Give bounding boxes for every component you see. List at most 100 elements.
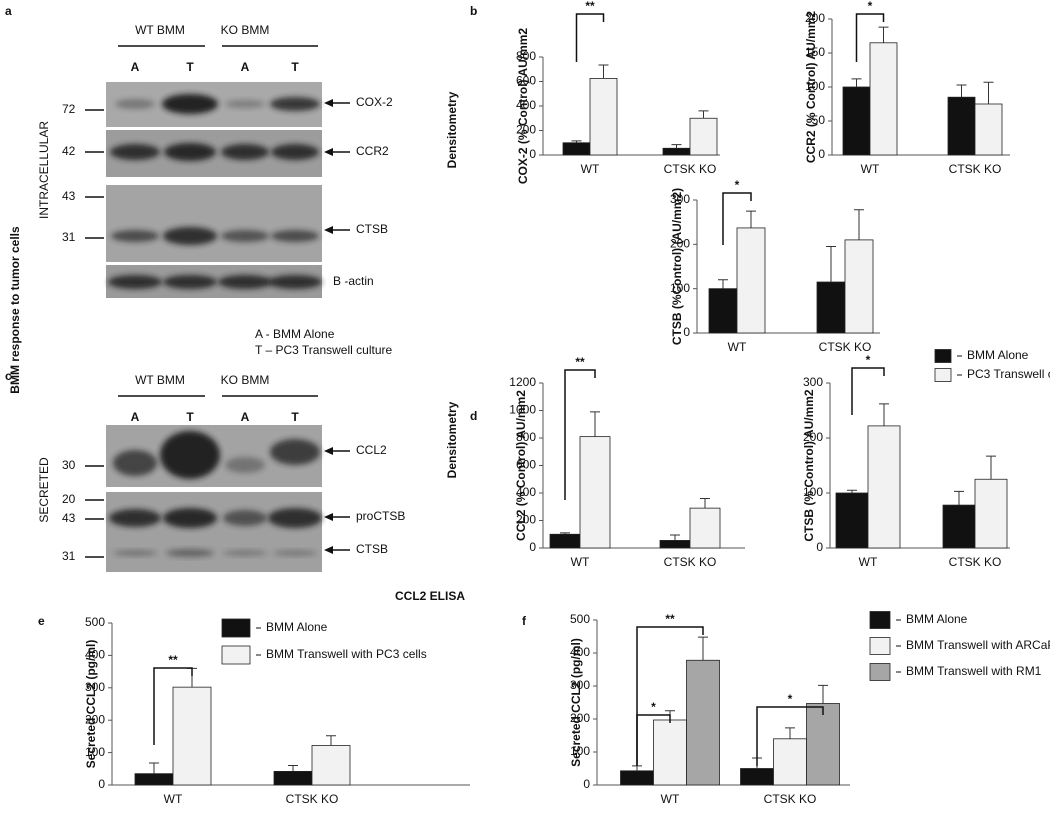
y-tick-label: 100 <box>85 745 105 759</box>
blot-band <box>113 550 157 556</box>
panel-letter: e <box>38 614 45 628</box>
y-tick-label: 50 <box>812 113 826 127</box>
x-tick-label: WT <box>571 555 590 569</box>
blot-band <box>270 97 320 111</box>
arrow-head <box>324 513 333 521</box>
error-bar <box>854 209 864 240</box>
blot-band <box>225 457 265 473</box>
error-bar <box>879 403 889 426</box>
lane-key: T – PC3 Transwell culture <box>255 343 392 357</box>
significance-bracket <box>855 13 885 62</box>
error-bar <box>560 532 570 535</box>
x-tick-label: WT <box>728 340 747 354</box>
x-tick-label: CTSK KO <box>949 555 1002 569</box>
blot-band <box>163 275 217 289</box>
y-tick-label: 800 <box>516 430 536 444</box>
bar <box>974 103 1003 156</box>
y-tick-label: 1000 <box>509 403 536 417</box>
y-axis-label: Secreted CCL2 (pg/ml) <box>569 638 583 767</box>
blot-band <box>110 144 160 160</box>
blot-band <box>113 450 157 476</box>
blot-band <box>218 275 272 289</box>
significance-label: ** <box>665 612 675 626</box>
protein-label: B -actin <box>333 274 374 288</box>
blot-band <box>268 275 322 289</box>
significance-label: * <box>735 178 740 192</box>
y-tick-label: 200 <box>516 123 536 137</box>
bar <box>689 507 721 549</box>
y-tick-label: 600 <box>516 74 536 88</box>
group-label: KO BMM <box>221 23 270 37</box>
y-tick-label: 1200 <box>509 375 536 389</box>
y-tick-label: 400 <box>85 648 105 662</box>
blot-band <box>109 509 161 527</box>
bar <box>708 288 738 334</box>
mw-marker: 31 <box>62 230 76 244</box>
blot-band <box>163 508 217 528</box>
y-tick-label: 0 <box>98 777 105 791</box>
bar <box>842 86 871 156</box>
blot-band <box>164 143 216 161</box>
y-axis-label: Secreted CCL2 (pg/ml) <box>84 640 98 769</box>
significance-bracket <box>722 192 752 245</box>
panel-letter: b <box>470 4 477 18</box>
legend-swatch <box>934 349 952 363</box>
y-axis-label: COX-2 (% Control) AU/mm2 <box>516 28 530 185</box>
y-tick-label: 0 <box>816 540 823 554</box>
x-tick-label: CTSK KO <box>764 792 817 806</box>
bar <box>974 478 1008 549</box>
bar <box>653 719 687 786</box>
y-tick-label: 300 <box>570 678 590 692</box>
error-bar <box>718 279 728 289</box>
x-tick-label: CTSK KO <box>664 555 717 569</box>
y-tick-label: 400 <box>516 98 536 112</box>
bar <box>311 745 351 786</box>
group-label: WT BMM <box>135 23 185 37</box>
blot-band <box>160 431 220 479</box>
significance-label: ** <box>168 653 178 667</box>
lane-label: T <box>291 60 299 74</box>
blot-band <box>225 100 265 108</box>
y-tick-label: 0 <box>583 777 590 791</box>
lane-label: T <box>186 60 194 74</box>
blot-band <box>115 99 155 109</box>
group-label: WT BMM <box>135 373 185 387</box>
significance-bracket <box>756 706 824 766</box>
blot-band <box>271 230 319 242</box>
arrow-head <box>324 99 333 107</box>
y-tick-label: 600 <box>516 458 536 472</box>
legend-label: BMM Transwell with RM1 <box>906 664 1042 678</box>
bar <box>689 117 718 156</box>
y-tick-label: 200 <box>570 711 590 725</box>
side-label: BMM response to tumor cells <box>8 226 22 394</box>
blot-membrane <box>106 492 322 572</box>
lane-label: T <box>291 410 299 424</box>
lane-label: A <box>131 410 140 424</box>
bar <box>942 504 976 549</box>
bar <box>273 770 313 786</box>
bar <box>740 768 774 786</box>
blot-band <box>223 550 267 556</box>
blot-membrane <box>106 185 322 262</box>
mw-marker: 72 <box>62 102 76 116</box>
lane-label: A <box>241 60 250 74</box>
significance-label: * <box>651 700 656 714</box>
densitometry-label: Densitometry <box>445 401 459 478</box>
error-bar <box>590 411 600 437</box>
y-tick-label: 0 <box>683 325 690 339</box>
error-bar <box>954 490 964 506</box>
y-tick-label: 500 <box>570 612 590 626</box>
bar <box>806 703 840 786</box>
y-tick-label: 0 <box>818 147 825 161</box>
protein-label: CCL2 <box>356 443 387 457</box>
protein-label: COX-2 <box>356 95 393 109</box>
bar <box>867 425 901 549</box>
error-bar <box>983 81 994 104</box>
significance-bracket <box>636 714 671 766</box>
y-tick-label: 200 <box>516 513 536 527</box>
y-axis-label: CTSB (% Control) AU/mm2 <box>802 389 816 542</box>
significance-label: * <box>868 0 873 13</box>
x-tick-label: WT <box>859 555 878 569</box>
arrow-head <box>324 226 333 234</box>
